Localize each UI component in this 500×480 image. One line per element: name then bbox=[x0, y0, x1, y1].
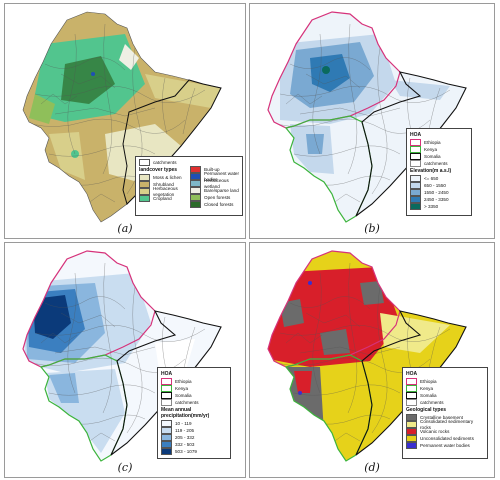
precipitation-legend: HOA Ethiopia Kenya Somalia catchments Me… bbox=[157, 367, 231, 459]
legend-class-label: Crystalline basement bbox=[420, 414, 463, 420]
legend-swatch bbox=[406, 442, 417, 449]
legend-border-somalia bbox=[410, 153, 421, 160]
legend-item-label: Permanent water bodies bbox=[204, 171, 239, 182]
legend-class-label: 205 - 332 bbox=[175, 434, 195, 440]
legend-class-label: Volcanic rocks bbox=[420, 428, 450, 434]
landcover-legend: catchments landcover types Moss & lichen… bbox=[135, 156, 243, 216]
elevation-legend-title: HOA bbox=[410, 132, 422, 138]
elevation-legend: HOA Ethiopia Kenya Somalia catchments El… bbox=[406, 128, 472, 216]
map-panel-landcover: catchments landcover types Moss & lichen… bbox=[4, 3, 246, 239]
legend-border-label: Kenya bbox=[424, 146, 438, 152]
landcover-legend-title: landcover types bbox=[139, 167, 178, 173]
legend-class-label: 2450 - 3350 bbox=[424, 196, 449, 202]
legend-border-catchments bbox=[410, 160, 421, 167]
legend-border-label: Ethiopia bbox=[420, 378, 437, 384]
legend-border-somalia bbox=[161, 392, 172, 399]
landcover-legend-col-1: landcover types Moss & lichen Shrubland … bbox=[139, 166, 186, 208]
legend-border-ethiopia bbox=[410, 139, 421, 146]
legend-swatch bbox=[190, 180, 202, 187]
map-panel-elevation: HOA Ethiopia Kenya Somalia catchments El… bbox=[249, 3, 495, 239]
legend-class-label: Consolidated sedimentary rocks bbox=[420, 419, 474, 430]
legend-swatch bbox=[190, 173, 202, 180]
legend-border-label: Somalia bbox=[175, 392, 192, 398]
legend-border-kenya bbox=[406, 385, 417, 392]
legend-class-label: Permanent water bodies bbox=[420, 442, 470, 448]
legend-swatch bbox=[406, 435, 417, 442]
legend-border-label: Ethiopia bbox=[175, 378, 192, 384]
legend-item-label: Herbaceous vegetation bbox=[153, 186, 178, 197]
legend-border-kenya bbox=[410, 146, 421, 153]
precipitation-scale-title: Mean annual precipitation(mm/yr) bbox=[161, 407, 210, 419]
legend-swatch bbox=[406, 421, 417, 428]
legend-swatch bbox=[410, 189, 421, 196]
legend-class-label: 10 - 119 bbox=[175, 420, 192, 426]
legend-swatch bbox=[139, 181, 150, 188]
legend-swatch bbox=[190, 201, 202, 208]
legend-swatch bbox=[190, 166, 202, 173]
legend-border-somalia bbox=[406, 392, 417, 399]
legend-border-label: Kenya bbox=[175, 385, 189, 391]
panel-caption: (b) bbox=[364, 222, 380, 235]
legend-swatch bbox=[139, 195, 150, 202]
panel-caption: (a) bbox=[117, 222, 133, 235]
panel-caption: (c) bbox=[117, 461, 133, 474]
legend-border-kenya bbox=[161, 385, 172, 392]
legend-item-label: Built-up bbox=[204, 166, 220, 172]
legend-border-label: Kenya bbox=[420, 385, 434, 391]
legend-border-catchments bbox=[161, 399, 172, 406]
geology-legend-title: HOA bbox=[406, 371, 418, 377]
legend-swatch bbox=[406, 414, 417, 421]
legend-swatch bbox=[161, 434, 172, 441]
legend-border-label: catchments bbox=[420, 399, 444, 405]
geology-scale-title: Geological types bbox=[406, 407, 447, 413]
legend-swatch bbox=[190, 194, 202, 201]
legend-swatch bbox=[410, 182, 421, 189]
legend-border-ethiopia bbox=[406, 378, 417, 385]
legend-border-label: Somalia bbox=[420, 392, 437, 398]
legend-swatch bbox=[161, 420, 172, 427]
legend-item-label: Moss & lichen bbox=[153, 174, 182, 180]
legend-item-label: Cropland bbox=[153, 195, 172, 201]
elevation-scale-title: Elevation(m a.s.l) bbox=[410, 168, 452, 174]
legend-class-label: Unconsolidated sediments bbox=[420, 435, 474, 441]
legend-item-label: Herbaceous wetland bbox=[204, 178, 229, 189]
geology-legend: HOA Ethiopia Kenya Somalia catchments Ge… bbox=[402, 367, 488, 459]
legend-swatch bbox=[139, 174, 150, 181]
legend-border-ethiopia bbox=[161, 378, 172, 385]
legend-item-label: Shrubland bbox=[153, 181, 174, 187]
legend-swatch bbox=[410, 196, 421, 203]
legend-swatch bbox=[190, 187, 202, 194]
legend-class-label: 503 - 1079 bbox=[175, 448, 197, 454]
map-panel-geology: HOA Ethiopia Kenya Somalia catchments Ge… bbox=[249, 242, 495, 478]
legend-item-label: Open forests bbox=[204, 194, 231, 200]
legend-swatch bbox=[410, 203, 421, 210]
map-panel-precipitation: HOA Ethiopia Kenya Somalia catchments Me… bbox=[4, 242, 246, 478]
legend-swatch bbox=[161, 441, 172, 448]
legend-catchments-label: catchments bbox=[153, 159, 177, 165]
legend-border-label: catchments bbox=[175, 399, 199, 405]
legend-swatch bbox=[161, 427, 172, 434]
legend-border-catchments bbox=[406, 399, 417, 406]
legend-border-label: Somalia bbox=[424, 153, 441, 159]
legend-class-label: 1550 - 2450 bbox=[424, 189, 449, 195]
legend-border-label: Ethiopia bbox=[424, 139, 441, 145]
precipitation-legend-title: HOA bbox=[161, 371, 173, 377]
legend-border-label: catchments bbox=[424, 160, 448, 166]
legend-class-label: <= 650 bbox=[424, 175, 439, 181]
landcover-map bbox=[22, 11, 222, 223]
legend-swatch bbox=[406, 428, 417, 435]
legend-class-label: 650 - 1550 bbox=[424, 182, 446, 188]
legend-item-label: Closed forests bbox=[204, 201, 234, 207]
landcover-legend-col-2: Built-up Permanent water bodies Herbaceo… bbox=[190, 166, 239, 208]
legend-item-label: Bare/sparse land bbox=[204, 187, 239, 193]
legend-class-label: > 3350 bbox=[424, 203, 439, 209]
legend-class-label: 332 - 503 bbox=[175, 441, 195, 447]
panel-caption: (d) bbox=[364, 461, 380, 474]
legend-swatch bbox=[410, 175, 421, 182]
legend-swatch bbox=[139, 188, 150, 195]
legend-swatch bbox=[161, 448, 172, 455]
legend-class-label: 119 - 205 bbox=[175, 427, 195, 433]
